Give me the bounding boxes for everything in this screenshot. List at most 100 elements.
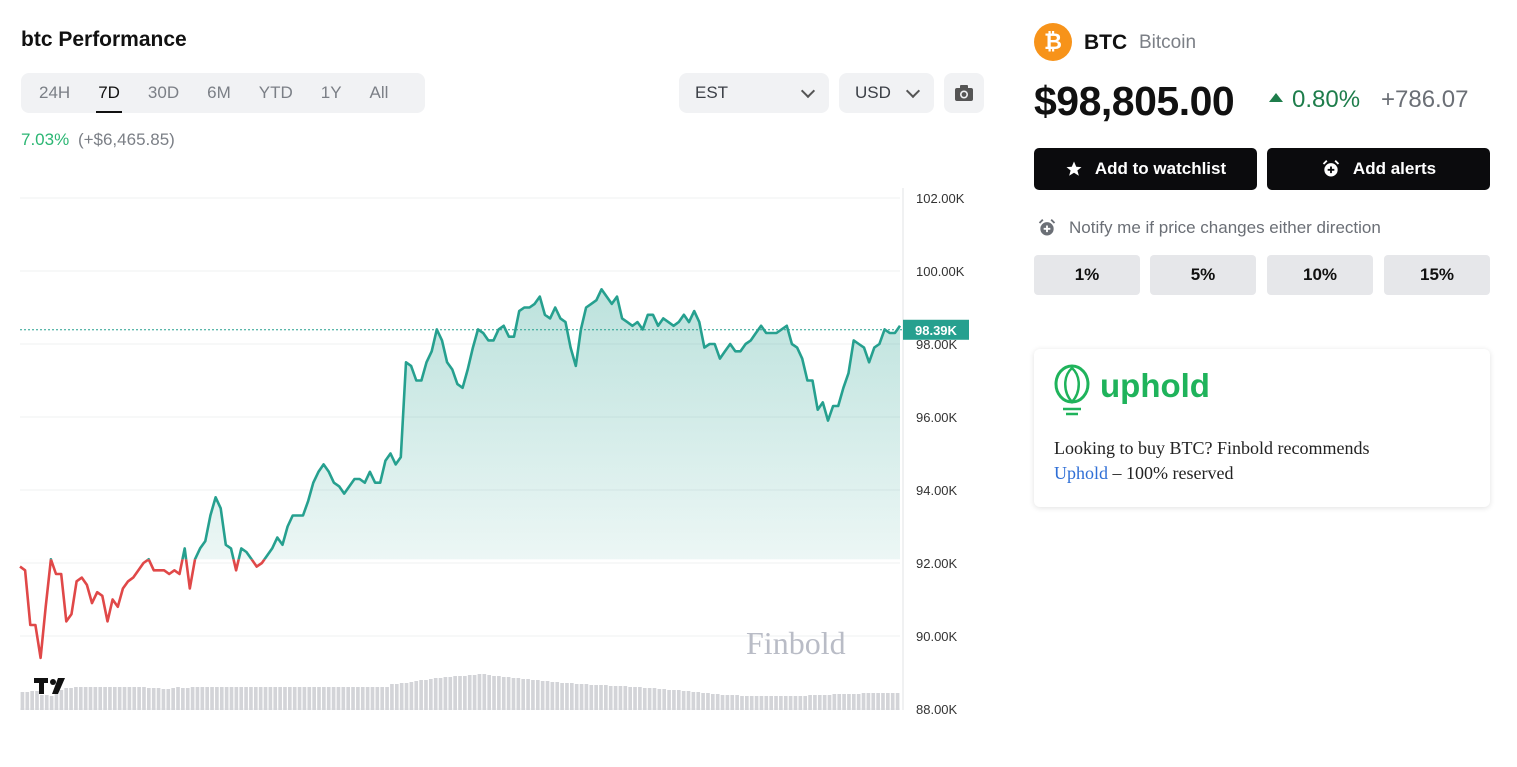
volume-bar [244, 687, 248, 710]
notify-option-15[interactable]: 15% [1384, 255, 1490, 295]
volume-bar [137, 687, 141, 710]
tab-24h[interactable]: 24H [39, 83, 71, 102]
tab-1y[interactable]: 1Y [320, 83, 342, 102]
volume-bar [283, 687, 287, 710]
currency-value: USD [855, 83, 891, 102]
volume-bar [390, 684, 394, 710]
triangle-up-icon [1269, 93, 1283, 102]
volume-bar [215, 687, 219, 710]
tradingview-logo-icon [34, 678, 65, 694]
volume-bar [749, 696, 754, 710]
volume-bar [827, 695, 832, 710]
notify-text: Notify me if price changes either direct… [1069, 218, 1381, 237]
volume-bar [394, 684, 399, 710]
volume-bar [623, 686, 628, 710]
volume-bar [404, 683, 409, 710]
price-change-percent: 0.80% [1292, 86, 1361, 113]
volume-bar [341, 687, 346, 710]
current-price-badge [903, 319, 969, 340]
volume-bar [535, 680, 540, 710]
volume-bar [35, 691, 39, 710]
volume-bar [302, 687, 307, 710]
volume-bar [725, 695, 730, 710]
alarm-plus-icon [1322, 160, 1340, 177]
volume-bar [229, 687, 234, 710]
volume-bar [122, 687, 127, 710]
volume-bar [696, 692, 701, 710]
notify-option-10[interactable]: 10% [1267, 255, 1373, 295]
tab-6m[interactable]: 6M [207, 83, 231, 102]
volume-bar [346, 687, 351, 710]
volume-bar [249, 687, 253, 710]
volume-bar [161, 689, 166, 710]
volume-bar [584, 684, 589, 710]
y-tick-label: 90.00K [916, 629, 958, 644]
volume-bar [297, 687, 302, 710]
volume-bar [176, 687, 180, 710]
volume-bar [701, 693, 705, 710]
volume-bar [472, 675, 477, 710]
volume-bar [477, 674, 482, 710]
screenshot-button[interactable] [944, 73, 984, 113]
tab-30d[interactable]: 30D [147, 83, 180, 102]
uphold-link[interactable]: Uphold [1054, 463, 1108, 483]
volume-bar [569, 683, 574, 710]
volume-bar [886, 693, 890, 710]
volume-bar [132, 687, 137, 710]
alerts-label: Add alerts [1352, 159, 1437, 178]
page-title: btc Performance [21, 28, 187, 51]
volume-bar [895, 693, 900, 710]
y-tick-label: 100.00K [916, 264, 965, 279]
volume-bar [351, 687, 355, 710]
volume-bar [667, 690, 671, 710]
volume-bar [881, 693, 885, 710]
volume-bar [171, 688, 175, 710]
volume-bar [613, 686, 618, 710]
volume-bar [608, 686, 613, 710]
y-tick-label: 94.00K [916, 483, 958, 498]
volume-bar [64, 688, 69, 710]
timezone-value: EST [695, 83, 729, 102]
currency-select[interactable]: USD [839, 73, 934, 113]
volume-bar [531, 680, 535, 710]
tab-all[interactable]: All [369, 83, 389, 102]
tab-ytd[interactable]: YTD [258, 83, 293, 102]
add-alerts-button[interactable]: Add alerts [1267, 148, 1490, 190]
volume-bar [49, 696, 54, 710]
volume-bar [428, 679, 433, 710]
price-chart[interactable]: 102.00K 100.00K 98.00K 96.00K 94.00K 92.00K 90… [0, 180, 990, 720]
volume-bar [433, 678, 438, 710]
volume-bar [808, 695, 812, 710]
volume-bar [117, 687, 122, 710]
volume-bar [239, 687, 244, 710]
volume-bar [710, 694, 715, 710]
notify-option-1[interactable]: 1% [1034, 255, 1140, 295]
volume-bar [224, 687, 229, 710]
volume-bar [414, 681, 419, 710]
volume-bar [550, 682, 555, 710]
volume-bar [501, 677, 506, 710]
add-to-watchlist-button[interactable]: Add to watchlist [1034, 148, 1257, 190]
volume-bar [871, 693, 876, 710]
volume-bar [579, 684, 584, 710]
current-price: $98,805.00 [1034, 78, 1235, 124]
volume-bar [715, 694, 720, 710]
volume-bar [681, 691, 686, 710]
notify-option-5[interactable]: 5% [1150, 255, 1256, 295]
timezone-select[interactable]: EST [679, 73, 829, 113]
volume-bar [44, 695, 49, 710]
volume-bar [438, 678, 443, 710]
tab-7d[interactable]: 7D [84, 73, 134, 113]
volume-bar [740, 696, 744, 710]
volume-bar [142, 687, 146, 710]
volume-bar [181, 688, 185, 710]
volume-bar [40, 695, 44, 710]
y-tick-label: 96.00K [916, 410, 958, 425]
volume-bar [832, 694, 837, 710]
volume-bar [497, 676, 501, 710]
volume-bar [686, 691, 691, 710]
volume-bar [861, 693, 866, 710]
performance-change: (+$6,465.85) [77, 130, 175, 149]
volume-bar [419, 680, 423, 710]
volume-bar [360, 687, 365, 710]
